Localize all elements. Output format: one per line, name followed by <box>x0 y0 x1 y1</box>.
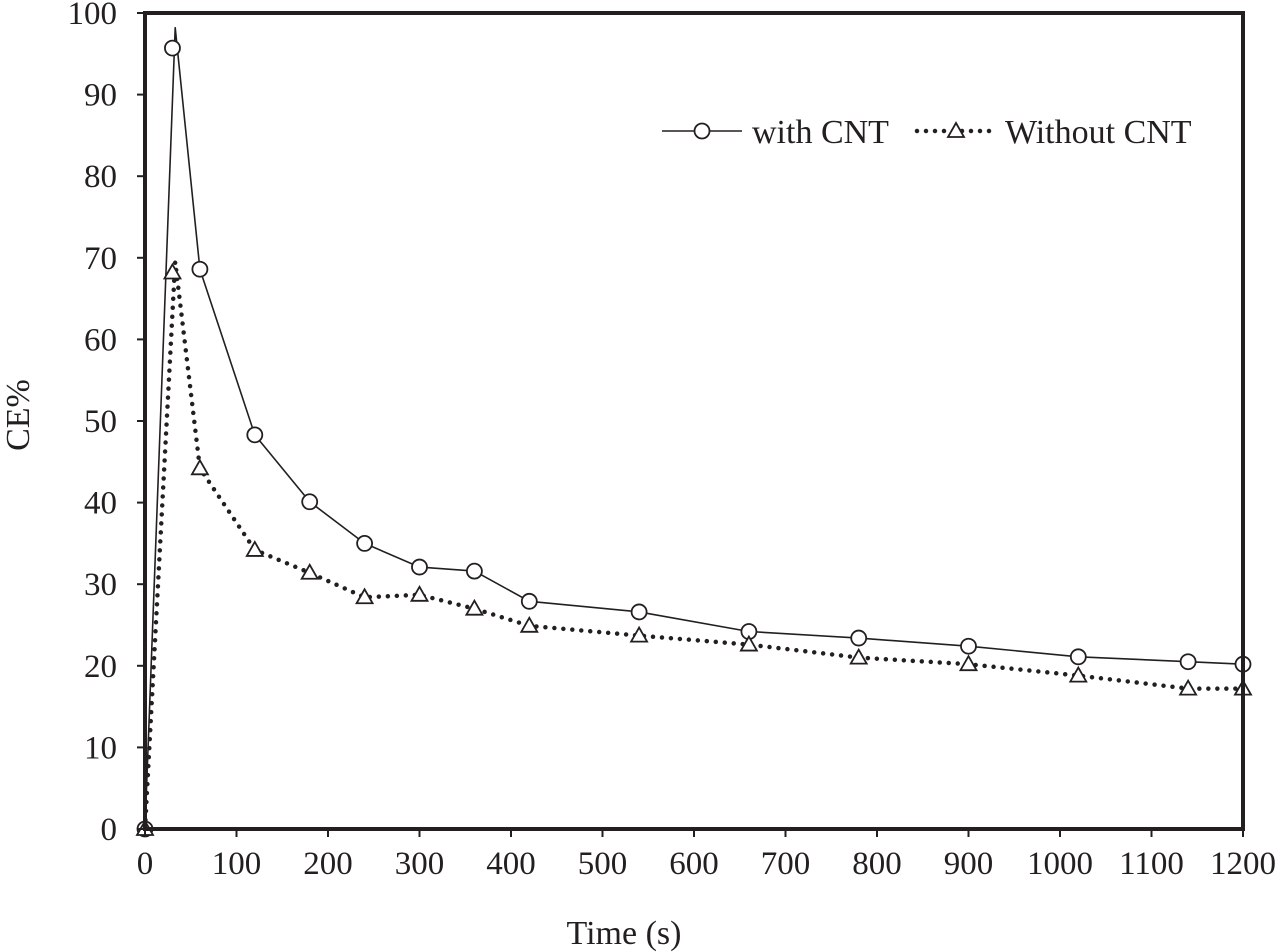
series-line-1 <box>142 259 1246 832</box>
y-tick-label-40: 40 <box>84 486 117 522</box>
data-point-s1-2 <box>190 458 210 476</box>
data-point-s0-1 <box>164 39 181 57</box>
data-point-s1-9 <box>629 625 649 643</box>
data-point-s0-5 <box>356 535 374 552</box>
data-point-s1-7 <box>464 598 484 616</box>
legend: with CNT Without CNT <box>662 114 1192 151</box>
legend-label-without-cnt: Without CNT <box>1005 114 1192 151</box>
x-tick-label-500: 500 <box>578 846 628 882</box>
data-point-s0-11 <box>850 629 868 647</box>
data-point-s0-7 <box>465 562 483 580</box>
data-point-s1-14 <box>1178 678 1198 696</box>
data-point-s1-1 <box>162 262 183 280</box>
y-tick-label-80: 80 <box>84 159 117 195</box>
y-axis-title: CE% <box>0 379 37 451</box>
data-point-s1-12 <box>958 654 979 672</box>
y-tick-label-90: 90 <box>84 78 117 114</box>
y-tick-label-30: 30 <box>84 567 117 603</box>
y-tick-label-60: 60 <box>84 322 117 358</box>
data-point-s0-3 <box>246 426 264 444</box>
legend-marker-without-cnt <box>946 121 966 138</box>
y-tick-label-10: 10 <box>84 730 117 766</box>
y-tick-label-50: 50 <box>84 404 117 440</box>
x-tick-label-900: 900 <box>944 846 994 882</box>
x-tick-label-700: 700 <box>761 846 811 882</box>
y-tick-label-70: 70 <box>84 241 117 277</box>
legend-label-with-cnt: with CNT <box>752 114 889 151</box>
series-layer <box>135 26 1253 838</box>
data-point-s1-4 <box>300 562 320 580</box>
x-tick-label-1200: 1200 <box>1210 846 1276 882</box>
data-point-s0-8 <box>520 592 538 610</box>
x-axis-title: Time (s) <box>567 915 682 952</box>
x-tick-label-1100: 1100 <box>1119 846 1184 882</box>
x-tick-label-200: 200 <box>303 846 353 882</box>
x-tick-label-600: 600 <box>669 846 719 882</box>
data-point-s1-3 <box>245 540 265 557</box>
data-point-s1-5 <box>355 587 375 605</box>
x-tick-label-800: 800 <box>852 846 902 882</box>
data-point-s1-11 <box>849 647 869 665</box>
y-tick-label-0: 0 <box>101 812 118 848</box>
data-point-s0-13 <box>1069 648 1087 666</box>
series-line-0 <box>144 26 1244 830</box>
x-tick-label-300: 300 <box>395 846 445 882</box>
data-point-s0-12 <box>960 637 977 655</box>
data-point-s0-2 <box>191 260 209 278</box>
data-point-s1-10 <box>739 634 759 652</box>
data-point-s0-6 <box>411 558 428 576</box>
data-point-s0-4 <box>301 493 319 511</box>
x-tick-label-1000: 1000 <box>1027 846 1093 882</box>
y-tick-label-100: 100 <box>68 0 118 32</box>
data-point-s0-9 <box>630 603 648 621</box>
legend-marker-with-cnt <box>693 122 711 140</box>
x-tick-label-100: 100 <box>212 846 262 882</box>
data-point-s1-6 <box>409 584 430 602</box>
data-point-s0-14 <box>1179 653 1197 671</box>
data-point-s1-8 <box>519 616 539 633</box>
data-point-s1-13 <box>1068 665 1088 683</box>
y-tick-label-20: 20 <box>84 649 117 685</box>
x-tick-label-0: 0 <box>137 846 154 882</box>
x-tick-label-400: 400 <box>486 846 536 882</box>
